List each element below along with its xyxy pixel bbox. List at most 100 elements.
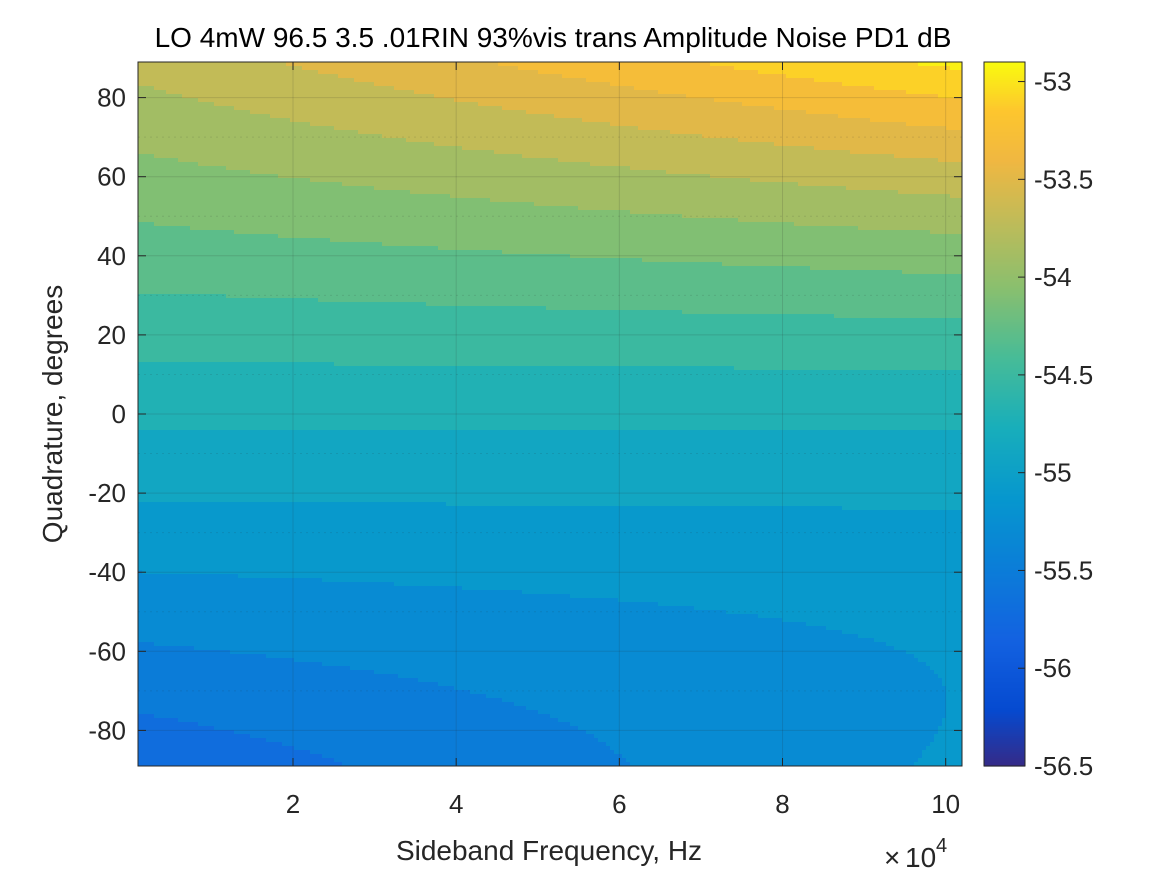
contour-cell: [366, 150, 371, 155]
contour-cell: [682, 94, 687, 99]
contour-cell: [634, 154, 639, 159]
contour-cell: [482, 78, 487, 83]
contour-cell: [514, 90, 519, 95]
contour-cell: [386, 126, 391, 131]
contour-cell: [882, 122, 887, 127]
contour-cell: [438, 154, 443, 159]
contour-cell: [958, 126, 962, 131]
contour-cell: [926, 70, 931, 75]
contour-cell: [654, 126, 659, 131]
contour-cell: [174, 130, 179, 135]
contour-cell: [606, 118, 611, 123]
contour-cell: [362, 70, 367, 75]
contour-cell: [522, 122, 527, 127]
contour-cell: [422, 66, 427, 71]
contour-cell: [874, 110, 879, 115]
contour-cell: [346, 130, 351, 135]
contour-cell: [538, 126, 543, 131]
contour-cell: [874, 70, 879, 75]
contour-cell: [570, 134, 575, 139]
contour-cell: [954, 74, 959, 79]
contour-cell: [378, 154, 383, 159]
contour-cell: [422, 134, 427, 139]
contour-cell: [630, 66, 635, 71]
contour-cell: [166, 154, 171, 159]
contour-cell: [230, 86, 235, 91]
contour-cell: [874, 146, 879, 151]
contour-cell: [594, 78, 599, 83]
contour-cell: [790, 86, 795, 91]
contour-cell: [674, 150, 679, 155]
contour-cell: [954, 154, 959, 159]
contour-cell: [506, 134, 511, 139]
contour-cell: [742, 62, 747, 67]
contour-cell: [958, 142, 962, 147]
contour-cell: [718, 66, 723, 71]
contour-cell: [170, 142, 175, 147]
contour-cell: [410, 74, 415, 79]
contour-cell: [730, 66, 735, 71]
contour-cell: [334, 142, 339, 147]
contour-cell: [390, 150, 395, 155]
contour-cell: [478, 70, 483, 75]
contour-cell: [214, 146, 219, 151]
contour-cell: [654, 74, 659, 79]
contour-cell: [338, 66, 343, 71]
contour-cell: [438, 114, 443, 119]
contour-cell: [254, 118, 259, 123]
contour-cell: [390, 78, 395, 83]
contour-cell: [690, 126, 695, 131]
contour-cell: [686, 154, 691, 159]
contour-cell: [602, 110, 607, 115]
contour-cell: [390, 98, 395, 103]
contour-cell: [382, 154, 387, 159]
contour-cell: [234, 86, 239, 91]
contour-cell: [302, 150, 307, 155]
contour-cell: [542, 122, 547, 127]
contour-cell: [686, 78, 691, 83]
contour-cell: [206, 94, 211, 99]
contour-cell: [430, 110, 435, 115]
contour-cell: [158, 66, 163, 71]
contour-cell: [926, 138, 931, 143]
contour-cell: [450, 114, 455, 119]
contour-cell: [358, 74, 363, 79]
contour-cell: [646, 122, 651, 127]
contour-cell: [418, 126, 423, 131]
contour-cell: [482, 74, 487, 79]
contour-cell: [234, 134, 239, 139]
contour-cell: [778, 82, 783, 87]
contour-cell: [202, 90, 207, 95]
contour-cell: [926, 150, 931, 155]
contour-cell: [554, 82, 559, 87]
contour-cell: [470, 114, 475, 119]
contour-cell: [790, 126, 795, 131]
contour-cell: [286, 62, 291, 67]
contour-cell: [742, 94, 747, 99]
contour-cell: [234, 130, 239, 135]
contour-cell: [374, 138, 379, 143]
contour-cell: [578, 82, 583, 87]
contour-cell: [278, 102, 283, 107]
contour-cell: [666, 142, 671, 147]
contour-cell: [866, 118, 871, 123]
contour-cell: [246, 134, 251, 139]
contour-cell: [138, 158, 143, 163]
contour-cell: [470, 106, 475, 111]
contour-cell: [594, 102, 599, 107]
contour-cell: [370, 126, 375, 131]
contour-cell: [398, 134, 403, 139]
contour-cell: [866, 106, 871, 111]
contour-cell: [246, 110, 251, 115]
contour-cell: [738, 62, 743, 67]
contour-cell: [934, 98, 939, 103]
contour-cell: [270, 134, 275, 139]
contour-cell: [750, 154, 755, 159]
contour-cell: [722, 70, 727, 75]
contour-cell: [618, 130, 623, 135]
contour-cell: [938, 126, 943, 131]
contour-cell: [214, 134, 219, 139]
contour-cell: [754, 122, 759, 127]
contour-cell: [922, 126, 927, 131]
contour-cell: [178, 62, 183, 67]
